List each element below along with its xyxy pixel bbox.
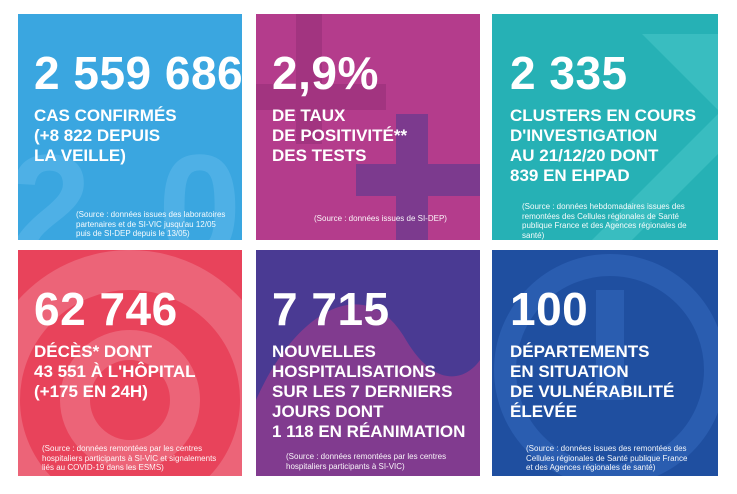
deaths-label: DÉCÈS* DONT 43 551 À L'HÔPITAL (+175 EN … (34, 342, 196, 401)
tile-hospitalisations: 7 715 NOUVELLES HOSPITALISATIONS SUR LES… (256, 250, 480, 476)
clusters-value: 2 335 (510, 47, 628, 99)
clusters-label: CLUSTERS EN COURS D'INVESTIGATION AU 21/… (510, 106, 697, 185)
hospitalisations-source: (Source : données remontées par les cent… (286, 452, 447, 471)
departments-source: (Source : données issues des remontées d… (526, 444, 688, 472)
background-alert-decoration (494, 254, 718, 476)
tile-clusters: 2 335 CLUSTERS EN COURS D'INVESTIGATION … (492, 14, 718, 240)
departments-label: DÉPARTEMENTS EN SITUATION DE VULNÉRABILI… (510, 342, 675, 421)
background-wave-decoration (256, 304, 480, 476)
hospitalisations-label: NOUVELLES HOSPITALISATIONS SUR LES 7 DER… (272, 342, 466, 441)
background-arrow-decoration (592, 34, 718, 240)
deaths-source: (Source : données remontées par les cent… (42, 444, 217, 472)
svg-text:0: 0 (158, 123, 241, 240)
background-circles-decoration (18, 250, 242, 476)
positivity-rate-value: 2,9% (272, 47, 379, 99)
background-numeral-decoration: 2 0 (18, 123, 241, 240)
clusters-source: (Source : données hebdomadaires issues d… (522, 202, 687, 240)
background-plus-decoration (256, 14, 480, 240)
svg-text:2: 2 (18, 123, 91, 240)
deaths-value: 62 746 (34, 283, 178, 335)
tile-departments: 100 DÉPARTEMENTS EN SITUATION DE VULNÉRA… (492, 250, 718, 476)
tile-positivity-rate: 2,9% DE TAUX DE POSITIVITÉ** DES TESTS (… (256, 14, 480, 240)
confirmed-cases-source: (Source : données issues des laboratoire… (76, 210, 226, 238)
departments-value: 100 (510, 283, 589, 335)
hospitalisations-value: 7 715 (272, 283, 390, 335)
positivity-rate-label: DE TAUX DE POSITIVITÉ** DES TESTS (272, 106, 408, 165)
confirmed-cases-label: CAS CONFIRMÉS (+8 822 DEPUIS LA VEILLE) (34, 106, 177, 165)
tile-confirmed-cases: 2 0 2 559 686 CAS CONFIRMÉS (+8 822 DEPU… (18, 14, 242, 240)
confirmed-cases-value: 2 559 686 (34, 47, 242, 99)
positivity-rate-source: (Source : données issues de SI-DEP) (314, 214, 447, 223)
tile-deaths: 62 746 DÉCÈS* DONT 43 551 À L'HÔPITAL (+… (18, 250, 242, 476)
